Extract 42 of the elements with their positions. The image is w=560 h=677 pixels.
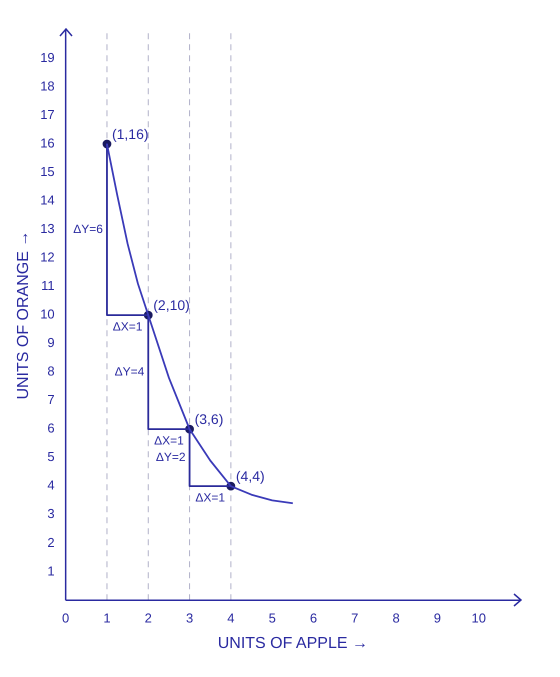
y-tick-label: 15: [40, 164, 55, 180]
y-tick-label: 1: [47, 563, 55, 578]
y-tick-label: 10: [40, 306, 55, 322]
y-tick-label: 3: [47, 506, 55, 522]
y-tick-label: 17: [40, 107, 55, 122]
y-tick-label: 14: [40, 192, 55, 208]
x-tick-label: 3: [186, 610, 194, 626]
annotation: (4,4): [236, 468, 265, 484]
x-tick-label: 1: [103, 610, 111, 626]
y-tick-label: 13: [40, 221, 55, 236]
annotation: (3,6): [194, 411, 224, 427]
x-tick-label: 4: [227, 610, 234, 626]
x-tick-label: 2: [144, 610, 152, 626]
y-tick-label: 12: [40, 250, 55, 265]
x-tick-label: 6: [310, 610, 318, 626]
y-tick-label: 16: [40, 136, 55, 151]
annotation: ΔY=4: [114, 364, 145, 378]
x-tick-label: 0: [62, 610, 70, 626]
y-tick-label: 7: [47, 392, 55, 408]
y-tick-label: 8: [47, 364, 55, 379]
y-tick-label: 2: [47, 534, 55, 550]
annotation: (2,10): [153, 296, 190, 313]
x-tick-label: 9: [434, 610, 442, 626]
x-tick-label: 5: [268, 610, 276, 626]
y-tick-label: 19: [40, 50, 55, 66]
x-tick-label: 10: [471, 610, 486, 626]
annotation: ΔY=6: [73, 222, 104, 236]
y-tick-label: 18: [40, 78, 55, 94]
x-axis-title: UNITS OF APPLE →: [218, 634, 368, 652]
y-tick-label: 11: [41, 278, 55, 294]
annotation: ΔX=1: [195, 490, 226, 504]
annotation: ΔY=2: [156, 450, 186, 464]
y-tick-label: 9: [47, 335, 55, 350]
annotation: (1,16): [112, 126, 149, 142]
annotation: ΔX=1: [112, 319, 143, 334]
x-tick-label: 7: [351, 610, 358, 626]
annotation: ΔX=1: [154, 433, 184, 448]
y-tick-label: 5: [47, 449, 55, 464]
y-tick-label: 4: [47, 478, 55, 493]
x-tick-label: 8: [392, 610, 400, 626]
y-tick-label: 6: [47, 420, 55, 436]
y-axis-title: UNITS OF ORANGE →: [15, 230, 32, 400]
